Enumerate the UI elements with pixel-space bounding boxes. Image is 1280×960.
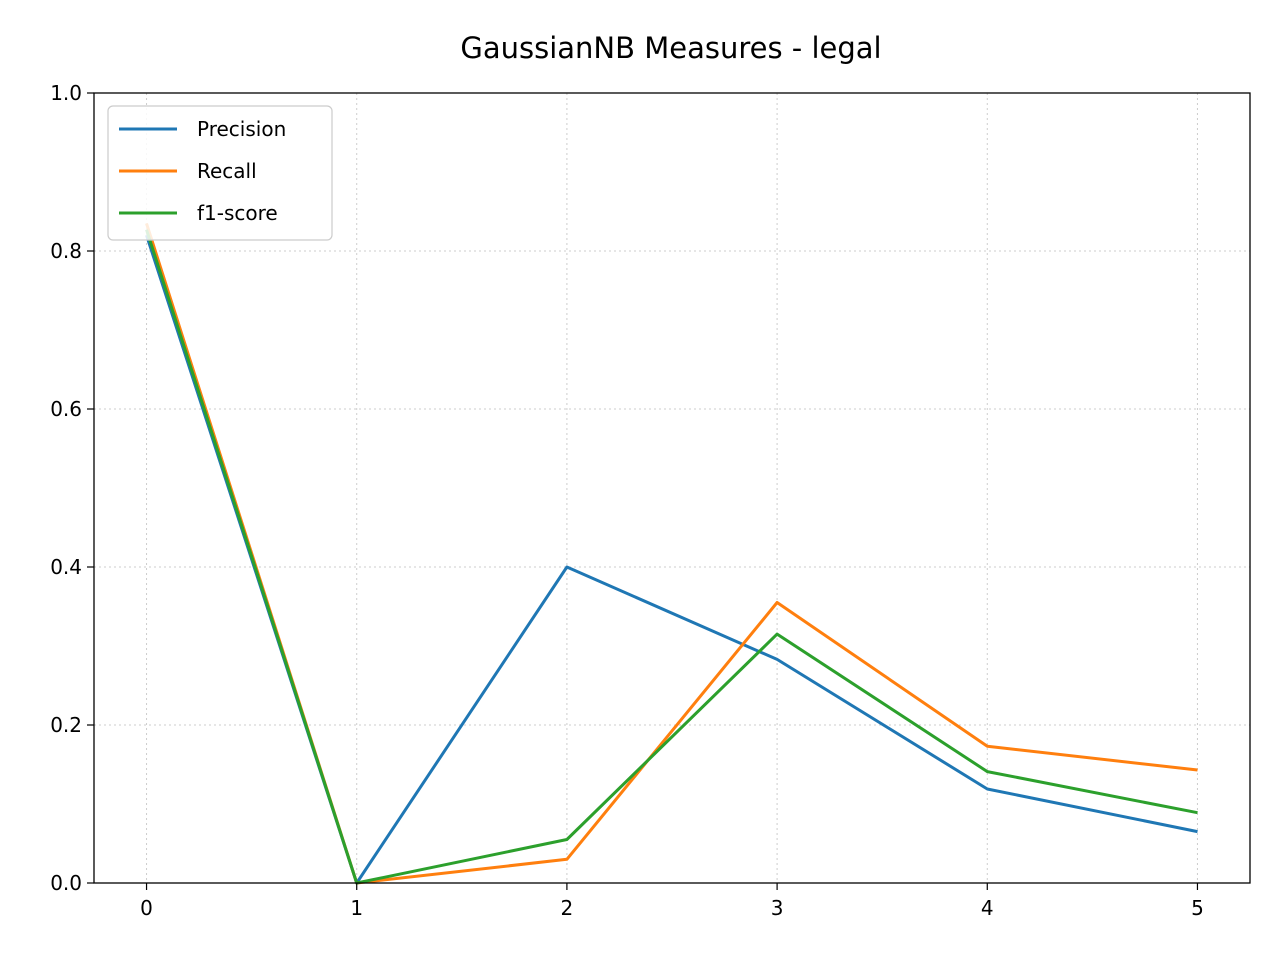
series-line-recall (145, 222, 1198, 885)
axes: 0 1 2 3 4 5 0.0 0.2 0.4 0.6 0.8 1.0 (50, 81, 1204, 920)
y-tick-label: 0.0 (50, 871, 82, 895)
y-tick-label: 1.0 (50, 81, 82, 105)
y-tick-label: 0.8 (50, 239, 82, 263)
legend-label-recall: Recall (197, 159, 257, 183)
grid (94, 92, 1250, 884)
series-lines (145, 222, 1198, 885)
x-tick-label: 3 (771, 896, 784, 920)
y-tick-label: 0.6 (50, 397, 82, 421)
legend-box (107, 105, 333, 241)
series-line-precision (145, 234, 1198, 885)
legend-label-f1-score: f1-score (197, 201, 278, 225)
y-tick-label: 0.2 (50, 713, 82, 737)
x-tick-label: 4 (981, 896, 994, 920)
x-tick-label: 1 (350, 896, 363, 920)
x-tick-label: 2 (561, 896, 574, 920)
plot-frame (93, 92, 1251, 884)
chart-title: GaussianNB Measures - legal (460, 31, 881, 65)
series-line-f1-score (145, 229, 1198, 885)
legend: Precision Recall f1-score (107, 105, 333, 241)
y-tick-label: 0.4 (50, 555, 82, 579)
x-tick-label: 5 (1191, 896, 1204, 920)
x-tick-label: 0 (140, 896, 153, 920)
legend-label-precision: Precision (197, 117, 286, 141)
